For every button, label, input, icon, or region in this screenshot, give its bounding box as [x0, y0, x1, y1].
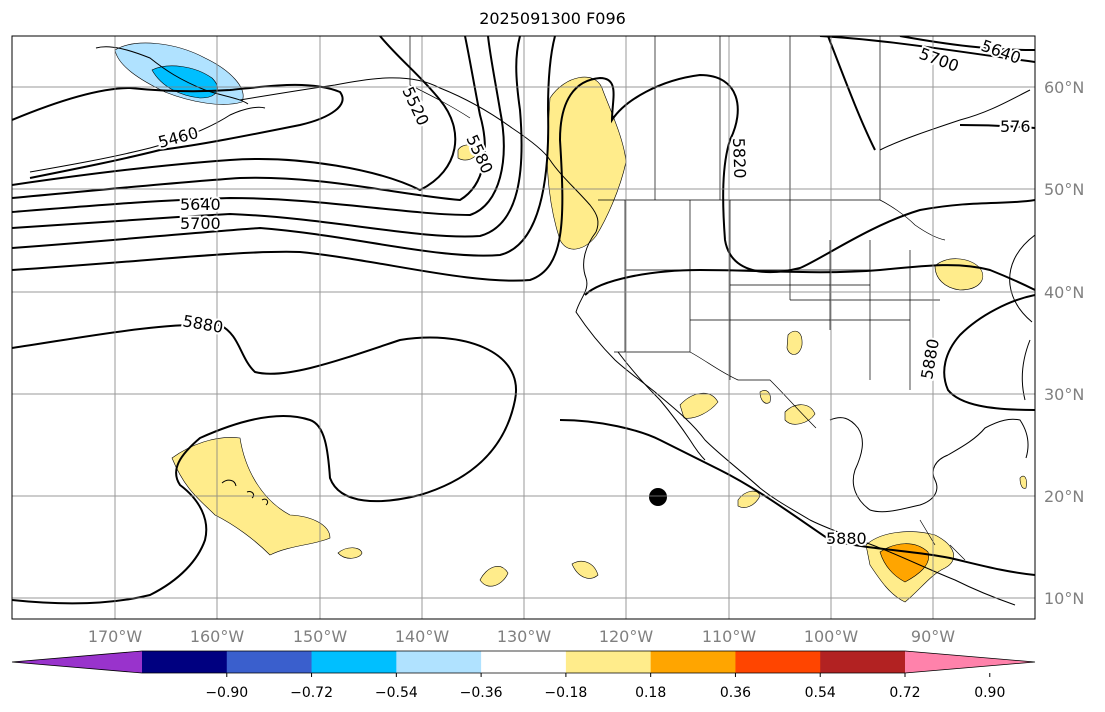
contour-5640: [12, 36, 505, 217]
coastline-alaska-peninsula: [29, 106, 266, 173]
lon-tick-label: 100°W: [804, 627, 859, 646]
contour-5580: [12, 36, 486, 202]
contour-label: 5880: [826, 529, 867, 548]
lon-tick-label: 110°W: [702, 627, 757, 646]
colorbar-swatch: [820, 651, 906, 673]
colorbar-extend-low: [12, 651, 142, 673]
lat-tick-label: 20°N: [1044, 487, 1084, 506]
coastline-hudson: [879, 89, 1031, 151]
anomaly-positive-tiny: [1019, 475, 1027, 489]
map-frame: [11, 35, 1036, 620]
colorbar-swatch: [650, 651, 736, 673]
colorbar-swatch: [565, 651, 652, 673]
colorbar-tick-label: 0.72: [889, 685, 920, 701]
coastline-florida: [947, 418, 1029, 459]
gridlines: [12, 36, 1035, 619]
colorbar-swatch: [396, 651, 482, 673]
contour-label: 5640: [180, 195, 221, 214]
coastline-alaska: [95, 46, 551, 161]
colorbar-swatch: [311, 651, 397, 673]
lat-tick-label: 10°N: [1044, 589, 1084, 608]
lon-tick-label: 120°W: [599, 627, 654, 646]
colorbar-tick-label: −0.72: [290, 685, 333, 701]
lat-tick-label: 40°N: [1044, 283, 1084, 302]
anomaly-positive-small-1: [337, 547, 363, 559]
contour-label: 5820: [729, 137, 749, 178]
contour-5880-west: [12, 323, 518, 605]
lon-tick-label: 150°W: [293, 627, 348, 646]
lon-tick-label: 160°W: [190, 627, 245, 646]
anomaly-positive-baja: [679, 393, 719, 419]
lon-tick-label: 130°W: [497, 627, 552, 646]
colorbar-tick-label: −0.90: [205, 685, 248, 701]
colorbar-outline: [11, 650, 1036, 674]
colorbar-tick-label: 0.36: [720, 685, 751, 701]
colorbar-tick-label: 0.54: [805, 685, 836, 701]
border-us-mexico: [614, 351, 817, 429]
contour-top-right: [819, 36, 1035, 151]
colorbar-swatch: [226, 651, 313, 673]
height-contours: [12, 36, 1035, 605]
contour-5460: [12, 83, 344, 179]
contour-5760: [12, 36, 556, 257]
colorbar-swatch: [735, 651, 821, 673]
contour-label: 5700: [180, 214, 221, 233]
lat-tick-label: 60°N: [1044, 78, 1084, 97]
anomaly-positive-small-2: [479, 566, 509, 587]
contour-5880-east: [559, 264, 1035, 576]
coastline-baja: [617, 351, 706, 461]
map-title: 2025091300 F096: [479, 9, 626, 28]
colorbar-tick-label: −0.18: [544, 685, 587, 701]
lon-tick-label: 140°W: [395, 627, 450, 646]
anomaly-positive-small-3: [571, 561, 599, 579]
coastlines: [29, 46, 1035, 606]
anomaly-positive-southwest: [786, 330, 803, 355]
longitude-labels: 170°W 160°W 150°W 140°W 130°W 120°W 110°…: [88, 627, 955, 646]
border-canada-us: [598, 199, 946, 241]
anomaly-shading: [114, 42, 1027, 603]
coastline-east: [1009, 234, 1035, 401]
borders: [409, 36, 966, 561]
contour-5520: [12, 36, 457, 192]
anomaly-positive-pnw: [546, 76, 627, 250]
anomaly-positive-small-4: [457, 144, 479, 161]
colorbar-tick-label: −0.36: [460, 685, 503, 701]
lon-tick-label: 170°W: [88, 627, 143, 646]
colorbar-tick-label: 0.18: [635, 685, 666, 701]
colorbar-tick-label: 0.90: [974, 685, 1005, 701]
colorbar-swatch: [481, 651, 567, 673]
lat-tick-label: 30°N: [1044, 385, 1084, 404]
colorbar-tick-label: −0.54: [375, 685, 418, 701]
colorbar-swatch: [142, 651, 228, 673]
lon-tick-label: 90°W: [911, 627, 955, 646]
colorbar-extend-high: [905, 651, 1035, 673]
contour-5820: [12, 73, 1035, 282]
latitude-labels: 60°N 50°N 40°N 30°N 20°N 10°N: [1044, 78, 1084, 608]
contour-5700: [12, 36, 523, 238]
lat-tick-label: 50°N: [1044, 180, 1084, 199]
storm-center-marker: [649, 488, 667, 506]
border-provinces: [654, 36, 881, 200]
coastline-hawaii: [221, 479, 269, 506]
contour-576-right: [959, 124, 1035, 129]
colorbar: −0.90 −0.72 −0.54 −0.36 −0.18 0.18 0.36 0.54 0.7…: [11, 650, 1036, 701]
border-alaska-canada: [409, 36, 471, 119]
contour-label: 576: [1000, 117, 1031, 136]
coastline-bc: [549, 159, 599, 233]
coastline-gulf: [829, 417, 949, 513]
coastline-westcoast: [575, 231, 1016, 606]
